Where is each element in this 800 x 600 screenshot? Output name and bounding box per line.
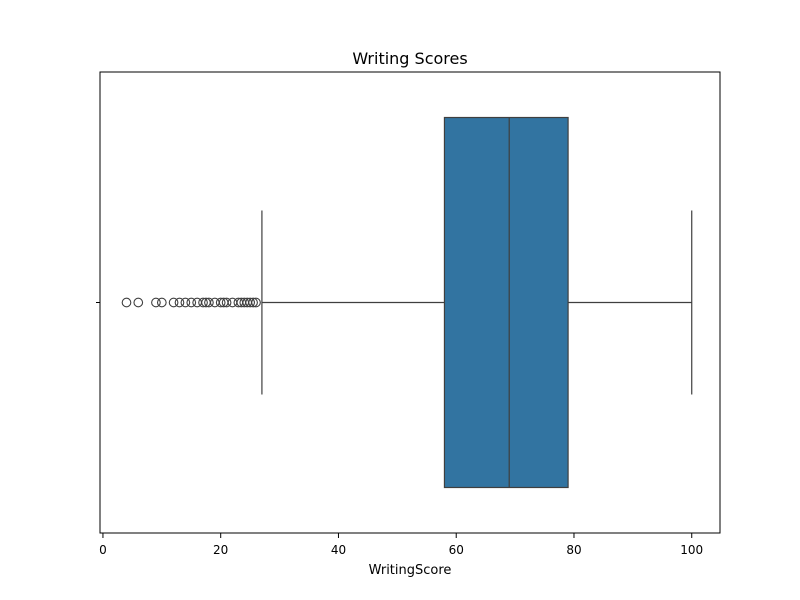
outlier-point (204, 297, 214, 308)
outlier-point (251, 297, 261, 308)
iqr-box (443, 116, 569, 489)
x-tick-label: 20 (213, 543, 228, 557)
x-tick-label: 60 (449, 543, 464, 557)
outlier-point (186, 297, 197, 308)
outlier-point (198, 297, 208, 308)
x-tick-label: 40 (331, 543, 346, 557)
outlier-point (156, 297, 167, 308)
outlier-point (180, 297, 191, 308)
outlier-point (248, 297, 258, 308)
outlier-point (245, 297, 255, 308)
x-tick-label: 80 (566, 543, 581, 557)
x-axis-label: WritingScore (369, 563, 452, 578)
x-tick-label: 0 (99, 543, 107, 557)
x-tick-label: 100 (680, 543, 703, 557)
plot-area (121, 116, 693, 489)
outlier-point (121, 297, 132, 308)
outlier-point (221, 297, 232, 308)
x-axis: 0 20 40 60 80 100 (99, 533, 703, 557)
chart-title: Writing Scores (352, 49, 467, 68)
outlier-point (151, 297, 161, 308)
outlier-point (174, 297, 185, 308)
outlier-point (133, 297, 144, 308)
outlier-point (215, 297, 226, 308)
outlier-point (168, 297, 179, 308)
